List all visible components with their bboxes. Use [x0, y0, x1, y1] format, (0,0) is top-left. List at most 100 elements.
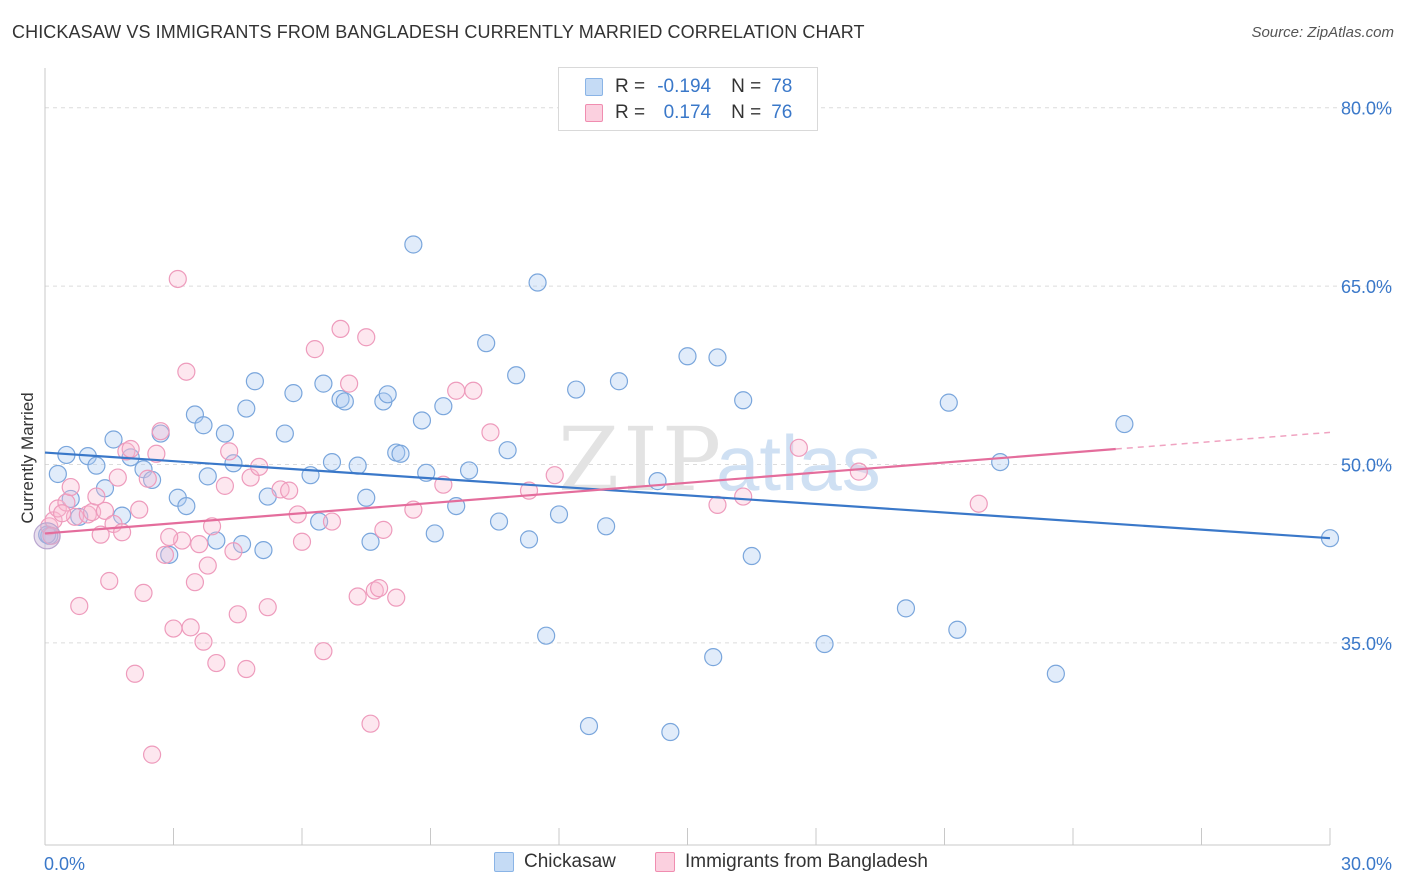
bangladesh-point	[789, 438, 808, 457]
bangladesh-point	[849, 462, 868, 481]
chickasaw-point	[194, 416, 213, 435]
chickasaw-point	[1046, 664, 1065, 683]
bangladesh-point	[100, 571, 119, 591]
bangladesh-point	[155, 545, 175, 564]
bangladesh-point	[357, 328, 376, 347]
bangladesh-point	[708, 495, 727, 515]
series-name-bangladesh: Immigrants from Bangladesh	[685, 851, 928, 872]
bangladesh-point	[168, 269, 187, 289]
bangladesh-point	[215, 476, 234, 495]
watermark: ZIP atlas	[558, 408, 881, 511]
bangladesh-point	[280, 481, 299, 500]
legend-n-label: N =	[731, 102, 762, 123]
bangladesh-point	[464, 381, 483, 400]
chickasaw-point	[678, 347, 697, 366]
bangladesh-point	[160, 527, 179, 547]
bangladesh-point	[138, 469, 157, 488]
chart-title: CHICKASAW VS IMMIGRANTS FROM BANGLADESH …	[12, 22, 865, 42]
chickasaw-point	[335, 392, 354, 411]
chickasaw-point	[498, 441, 517, 460]
bangladesh-point	[322, 512, 342, 531]
gridlines	[45, 107, 1392, 644]
chickasaw-point	[207, 531, 226, 550]
chickasaw-point	[48, 464, 67, 484]
bangladesh-point	[734, 487, 753, 506]
chickasaw-point	[404, 235, 423, 254]
series-name-chickasaw: Chickasaw	[524, 851, 616, 872]
bangladesh-point	[545, 466, 564, 485]
series-swatch-chickasaw	[494, 852, 514, 872]
chickasaw-point	[815, 634, 834, 654]
chickasaw-point	[275, 424, 294, 443]
bangladesh-point	[181, 618, 200, 637]
bangladesh-point	[374, 520, 393, 539]
bangladesh-point	[87, 487, 106, 506]
chickasaw-point	[391, 444, 410, 463]
bangladesh-point	[190, 535, 209, 554]
chickasaw-point	[939, 393, 958, 412]
chickasaw-point	[87, 456, 106, 475]
trend-lines	[44, 431, 1331, 540]
bangladesh-point	[53, 504, 72, 523]
bangladesh-point	[305, 340, 324, 359]
bangladesh-point	[314, 642, 333, 661]
chickasaw-point	[507, 366, 526, 385]
bangladesh-point	[220, 442, 239, 461]
chickasaw-point	[245, 372, 264, 391]
chickasaw-point	[434, 397, 453, 416]
chickasaw-point	[459, 461, 479, 480]
legend-swatch-bangladesh	[585, 104, 603, 122]
chickasaw-point	[160, 545, 179, 564]
correlation-legend: R = -0.194 N = 78 R = 0.174 N = 76	[558, 67, 818, 131]
bangladesh-point	[207, 653, 226, 673]
data-points	[33, 235, 1340, 764]
bangladesh-point	[361, 714, 380, 733]
bangladesh-point	[121, 439, 140, 459]
legend-row-bangladesh: R = 0.174 N = 76	[585, 101, 812, 125]
legend-n-label: N =	[731, 76, 762, 97]
chickasaw-point	[215, 424, 234, 443]
bangladesh-point	[61, 477, 80, 497]
legend-r-value: -0.194	[657, 76, 712, 97]
bangladesh-point	[481, 423, 500, 442]
chickasaw-point	[567, 380, 586, 399]
legend-r-value: 0.174	[663, 102, 712, 123]
chickasaw-point	[597, 517, 616, 536]
bangladesh-point	[387, 588, 406, 607]
chickasaw-point	[528, 273, 547, 292]
bangladesh-point	[198, 556, 217, 575]
overlap-cluster-point	[33, 522, 61, 550]
bangladesh-point	[185, 573, 205, 592]
series-legend-chickasaw: Chickasaw	[494, 851, 616, 873]
chickasaw-point	[477, 334, 496, 353]
bangladesh-point	[95, 501, 115, 520]
series-legend-bangladesh: Immigrants from Bangladesh	[655, 851, 928, 873]
bangladesh-point	[237, 659, 256, 679]
chickasaw-point	[361, 532, 380, 551]
bangladesh-point	[108, 468, 127, 487]
chickasaw-point	[237, 399, 256, 418]
bangladesh-point	[292, 532, 312, 551]
legend-swatch-chickasaw	[585, 78, 603, 96]
chickasaw-point	[661, 722, 680, 742]
chickasaw-point	[198, 467, 217, 486]
chickasaw-point	[322, 452, 342, 472]
chickasaw-point	[648, 472, 667, 491]
y-tick-label: 80.0%	[1341, 99, 1392, 119]
bangladesh-point	[331, 319, 350, 339]
chickasaw-point	[314, 374, 333, 393]
tick-labels: 35.0% 50.0% 65.0% 80.0% 0.0% 30.0%	[44, 99, 1392, 874]
chickasaw-point	[254, 540, 273, 560]
bangladesh-point	[348, 587, 367, 606]
chickasaw-point	[224, 454, 243, 473]
chickasaw-point	[412, 411, 432, 430]
chickasaw-point	[734, 391, 753, 410]
chickasaw-point	[104, 430, 123, 449]
bangladesh-point	[151, 422, 170, 441]
bangladesh-point	[164, 619, 183, 638]
chickasaw-point	[704, 648, 723, 667]
chickasaw-point	[1115, 414, 1134, 434]
bangladesh-point	[134, 583, 153, 603]
chickasaw-point	[357, 488, 376, 507]
